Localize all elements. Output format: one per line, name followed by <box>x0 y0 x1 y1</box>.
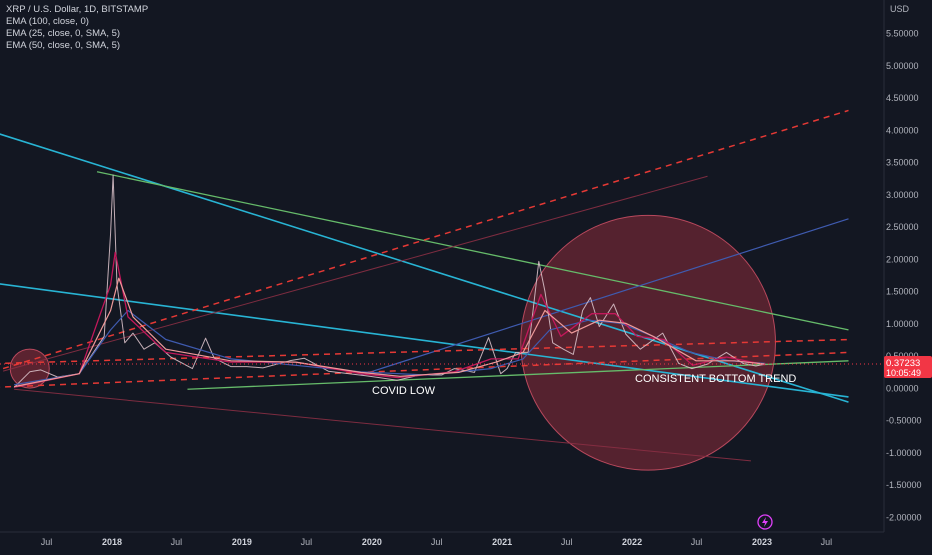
x-tick-label: Jul <box>431 537 443 547</box>
x-tick-label: Jul <box>171 537 183 547</box>
highlight-circle-2021-2022 <box>520 214 776 471</box>
y-tick-label: 1.00000 <box>886 319 919 329</box>
lightning-icon <box>757 514 773 530</box>
countdown-timer: 10:05:49 <box>886 368 921 378</box>
y-tick-label: 5.00000 <box>886 61 919 71</box>
y-axis-unit-label: USD <box>890 4 910 14</box>
x-tick-label: Jul <box>691 537 703 547</box>
plot-area: COVID LOW CONSISTENT BOTTOM TREND <box>0 109 884 471</box>
trendline-blue-4 <box>360 218 849 376</box>
y-tick-label: -0.50000 <box>886 416 922 426</box>
annotation-consistent-bottom-trend: CONSISTENT BOTTOM TREND <box>635 373 796 385</box>
y-tick-label: 2.50000 <box>886 222 919 232</box>
y-tick-label: 3.00000 <box>886 190 919 200</box>
x-tick-label: 2019 <box>232 537 252 547</box>
y-tick-label: 5.50000 <box>886 29 919 39</box>
y-tick-label: 1.50000 <box>886 287 919 297</box>
x-tick-label: Jul <box>301 537 313 547</box>
x-tick-label: Jul <box>41 537 53 547</box>
highlight-circle-2017 <box>9 348 50 389</box>
annotation-covid-low: COVID LOW <box>372 385 436 397</box>
trendline-cyan-1 <box>0 283 849 398</box>
x-axis: Jul 2018 Jul 2019 Jul 2020 Jul 2021 Jul 2022 Jul 20… <box>0 531 884 547</box>
x-tick-label: 2023 <box>752 537 772 547</box>
x-tick-label: 2022 <box>622 537 642 547</box>
y-tick-label: -2.00000 <box>886 513 922 523</box>
y-axis: USD 5.50000 5.00000 4.50000 4.00000 3.50000 3.… <box>883 0 932 532</box>
indicator-ema50[interactable]: EMA (50, close, 0, SMA, 5) <box>6 40 121 51</box>
trendline-green-2 <box>96 171 849 331</box>
x-tick-label: 2020 <box>362 537 382 547</box>
current-price-value: 0.37233 <box>886 358 920 369</box>
trendline-dashed-5 <box>0 338 849 365</box>
y-tick-label: 3.50000 <box>886 158 919 168</box>
price-series-line <box>13 174 766 388</box>
ema50-line <box>13 277 766 388</box>
y-tick-label: 0.00000 <box>886 383 919 393</box>
y-tick-label: -1.50000 <box>886 480 922 490</box>
x-tick-label: Jul <box>821 537 833 547</box>
trendline-faint-8 <box>2 175 708 372</box>
y-tick-label: 2.00000 <box>886 254 919 264</box>
y-tick-label: -1.00000 <box>886 448 922 458</box>
x-tick-label: Jul <box>561 537 573 547</box>
x-tick-label: 2021 <box>492 537 512 547</box>
trendline-faint-9 <box>14 388 752 462</box>
symbol-title[interactable]: XRP / U.S. Dollar, 1D, BITSTAMP <box>6 4 149 15</box>
indicator-ema100[interactable]: EMA (100, close, 0) <box>6 16 89 27</box>
indicator-ema25[interactable]: EMA (25, close, 0, SMA, 5) <box>6 28 121 39</box>
x-tick-label: 2018 <box>102 537 122 547</box>
chart-legend: XRP / U.S. Dollar, 1D, BITSTAMP EMA (100… <box>6 4 148 52</box>
y-tick-label: 4.00000 <box>886 125 919 135</box>
y-tick-label: 4.50000 <box>886 93 919 103</box>
trendline-dashed-6 <box>0 351 849 388</box>
trendline-green-3 <box>187 360 849 390</box>
trendline-dashed-7 <box>2 109 849 370</box>
